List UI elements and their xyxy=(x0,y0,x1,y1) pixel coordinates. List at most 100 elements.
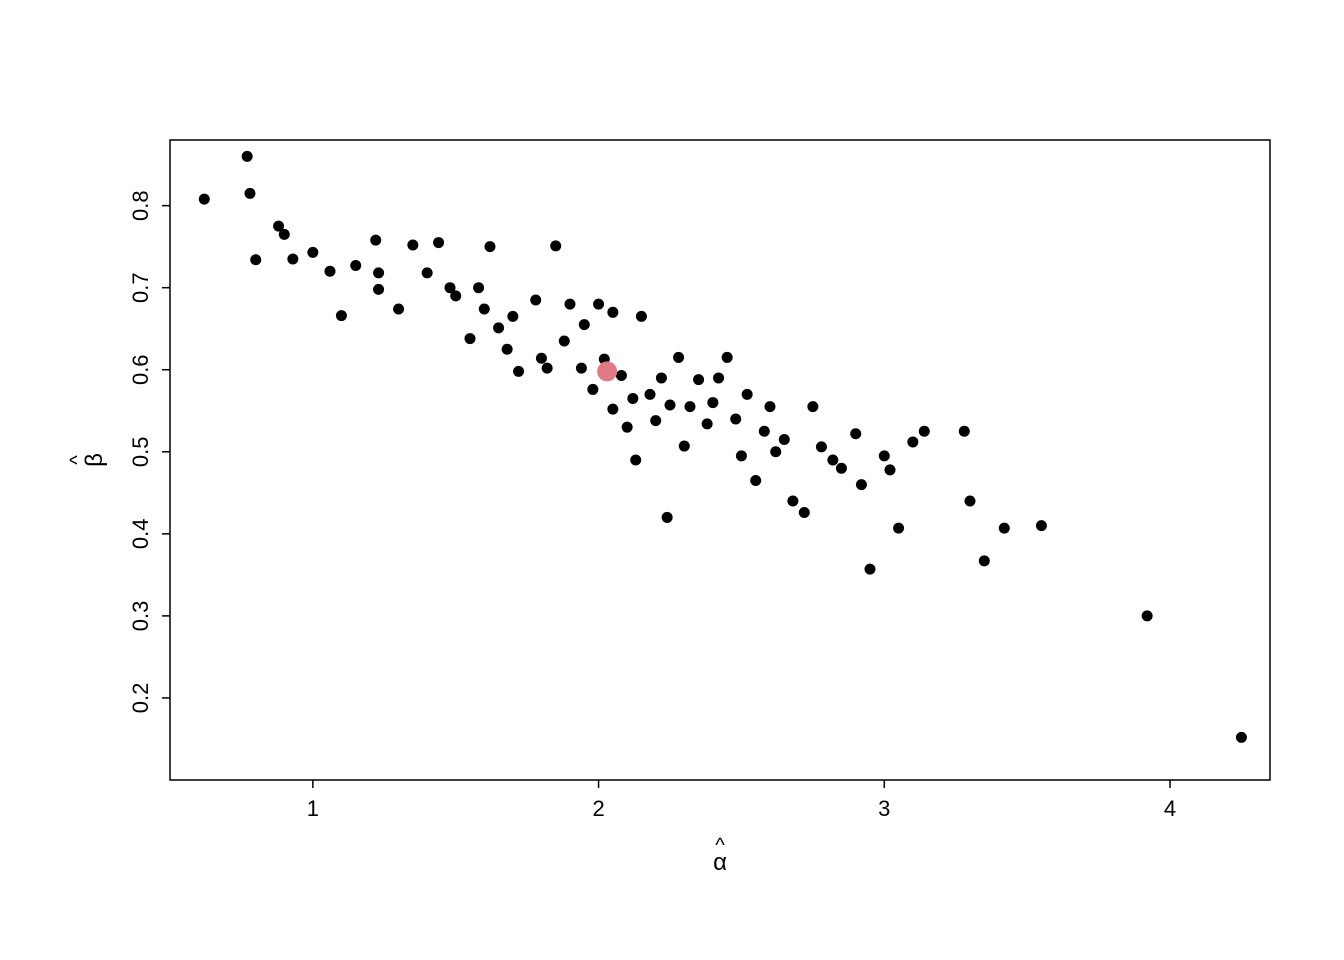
y-tick-label: 0.2 xyxy=(128,683,153,714)
data-point xyxy=(370,235,381,246)
data-point xyxy=(759,426,770,437)
data-point xyxy=(856,479,867,490)
data-point xyxy=(607,404,618,415)
data-point xyxy=(959,426,970,437)
data-point xyxy=(879,450,890,461)
data-point xyxy=(536,353,547,364)
data-point xyxy=(550,240,561,251)
data-point xyxy=(645,389,656,400)
data-point xyxy=(579,319,590,330)
data-point xyxy=(685,401,696,412)
x-tick-label: 1 xyxy=(307,796,319,821)
data-point xyxy=(707,397,718,408)
data-point xyxy=(907,436,918,447)
y-tick-label: 0.7 xyxy=(128,272,153,303)
data-point xyxy=(1036,520,1047,531)
data-point xyxy=(693,374,704,385)
data-point xyxy=(999,523,1010,534)
data-point xyxy=(850,428,861,439)
highlight-point xyxy=(597,361,617,381)
scatter-chart: 12340.20.30.40.50.60.70.8α^β^ xyxy=(0,0,1344,960)
data-point xyxy=(630,455,641,466)
data-point xyxy=(422,267,433,278)
data-point xyxy=(885,464,896,475)
data-point xyxy=(616,370,627,381)
data-point xyxy=(325,266,336,277)
data-point xyxy=(736,450,747,461)
y-tick-label: 0.6 xyxy=(128,354,153,385)
data-point xyxy=(893,523,904,534)
data-point xyxy=(742,389,753,400)
data-point xyxy=(199,194,210,205)
data-point xyxy=(593,299,604,310)
data-point xyxy=(636,311,647,322)
data-point xyxy=(393,304,404,315)
data-point xyxy=(530,295,541,306)
data-point xyxy=(373,284,384,295)
data-point xyxy=(816,441,827,452)
data-point xyxy=(407,240,418,251)
data-point xyxy=(656,372,667,383)
data-point xyxy=(679,441,690,452)
y-tick-label: 0.8 xyxy=(128,190,153,221)
data-point xyxy=(650,415,661,426)
data-point xyxy=(507,311,518,322)
data-point xyxy=(722,352,733,363)
data-point xyxy=(242,151,253,162)
data-point xyxy=(542,363,553,374)
data-point xyxy=(513,366,524,377)
data-point xyxy=(750,475,761,486)
data-point xyxy=(502,344,513,355)
data-point xyxy=(979,555,990,566)
data-point xyxy=(779,434,790,445)
svg-text:^: ^ xyxy=(715,834,725,856)
data-point xyxy=(787,496,798,507)
data-point xyxy=(607,307,618,318)
data-point xyxy=(765,401,776,412)
data-point xyxy=(673,352,684,363)
data-point xyxy=(479,304,490,315)
data-point xyxy=(865,564,876,575)
data-point xyxy=(627,393,638,404)
y-tick-label: 0.3 xyxy=(128,601,153,632)
x-tick-label: 4 xyxy=(1164,796,1176,821)
data-point xyxy=(730,413,741,424)
data-point xyxy=(307,247,318,258)
data-point xyxy=(713,372,724,383)
data-point xyxy=(336,310,347,321)
data-point xyxy=(465,333,476,344)
data-point xyxy=(622,422,633,433)
data-point xyxy=(662,512,673,523)
data-point xyxy=(587,384,598,395)
y-tick-label: 0.4 xyxy=(128,519,153,550)
y-tick-label: 0.5 xyxy=(128,436,153,467)
data-point xyxy=(485,241,496,252)
data-point xyxy=(433,237,444,248)
x-tick-label: 2 xyxy=(592,796,604,821)
data-point xyxy=(250,254,261,265)
data-point xyxy=(1142,610,1153,621)
data-point xyxy=(450,290,461,301)
data-point xyxy=(702,418,713,429)
data-point xyxy=(836,463,847,474)
svg-text:^: ^ xyxy=(66,455,88,465)
data-point xyxy=(1236,732,1247,743)
data-point xyxy=(350,260,361,271)
data-point xyxy=(565,299,576,310)
data-point xyxy=(770,446,781,457)
data-point xyxy=(559,336,570,347)
data-point xyxy=(827,455,838,466)
data-point xyxy=(665,400,676,411)
data-point xyxy=(576,363,587,374)
data-point xyxy=(799,507,810,518)
data-point xyxy=(279,229,290,240)
data-point xyxy=(919,426,930,437)
data-point xyxy=(373,267,384,278)
x-tick-label: 3 xyxy=(878,796,890,821)
data-point xyxy=(473,282,484,293)
data-point xyxy=(245,188,256,199)
data-point xyxy=(965,496,976,507)
data-point xyxy=(287,253,298,264)
data-point xyxy=(807,401,818,412)
data-point xyxy=(493,322,504,333)
